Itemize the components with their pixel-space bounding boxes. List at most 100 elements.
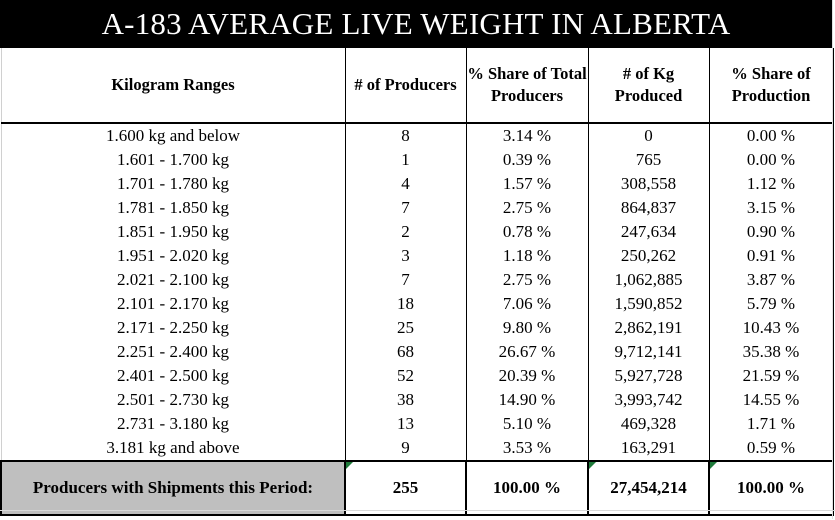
cell-share-producers[interactable]: 9.80 % [465, 316, 589, 340]
table-row: 1.951 - 2.020 kg 3 1.18 % 250,262 0.91 % [0, 244, 834, 268]
cell-kg[interactable]: 250,262 [587, 244, 710, 268]
cell-range[interactable]: 1.701 - 1.780 kg [0, 172, 346, 196]
cell-producers[interactable]: 7 [344, 196, 467, 220]
table-row: 2.021 - 2.100 kg 7 2.75 % 1,062,885 3.87 % [0, 268, 834, 292]
cell-share-production[interactable]: 35.38 % [708, 340, 834, 364]
cell-producers[interactable]: 8 [344, 123, 467, 148]
cell-producers[interactable]: 4 [344, 172, 467, 196]
cell-kg[interactable]: 1,590,852 [587, 292, 710, 316]
cell-producers[interactable]: 7 [344, 268, 467, 292]
totals-share-production[interactable]: 100.00 % [708, 460, 834, 516]
cell-producers[interactable]: 1 [344, 148, 467, 172]
table-row: 2.171 - 2.250 kg 25 9.80 % 2,862,191 10.43 % [0, 316, 834, 340]
grid-line [832, 0, 833, 519]
header-share-production[interactable]: % Share of Production [708, 48, 834, 124]
cell-share-producers[interactable]: 0.39 % [465, 148, 589, 172]
cell-share-production[interactable]: 1.71 % [708, 412, 834, 436]
header-share-producers[interactable]: % Share of Total Producers [465, 48, 589, 124]
next-row-strip [0, 510, 835, 520]
cell-share-producers[interactable]: 20.39 % [465, 364, 589, 388]
cell-share-producers[interactable]: 2.75 % [465, 196, 589, 220]
table-row: 2.401 - 2.500 kg 52 20.39 % 5,927,728 21.59 … [0, 364, 834, 388]
cell-share-production[interactable]: 0.91 % [708, 244, 834, 268]
cell-share-production[interactable]: 14.55 % [708, 388, 834, 412]
cell-kg[interactable]: 469,328 [587, 412, 710, 436]
cell-range[interactable]: 2.251 - 2.400 kg [0, 340, 346, 364]
cell-share-production[interactable]: 3.15 % [708, 196, 834, 220]
cell-share-production[interactable]: 0.00 % [708, 123, 834, 148]
cell-range[interactable]: 3.181 kg and above [0, 436, 346, 462]
cell-range[interactable]: 2.101 - 2.170 kg [0, 292, 346, 316]
report-title: A-183 AVERAGE LIVE WEIGHT IN ALBERTA [0, 0, 832, 48]
cell-producers[interactable]: 68 [344, 340, 467, 364]
cell-range[interactable]: 1.851 - 1.950 kg [0, 220, 346, 244]
cell-share-producers[interactable]: 14.90 % [465, 388, 589, 412]
table-row: 2.251 - 2.400 kg 68 26.67 % 9,712,141 35.38 … [0, 340, 834, 364]
cell-kg[interactable]: 765 [587, 148, 710, 172]
header-producers[interactable]: # of Producers [344, 48, 467, 124]
cell-range[interactable]: 2.021 - 2.100 kg [0, 268, 346, 292]
cell-producers[interactable]: 25 [344, 316, 467, 340]
totals-label[interactable]: Producers with Shipments this Period: [0, 460, 346, 516]
cell-range[interactable]: 1.951 - 2.020 kg [0, 244, 346, 268]
header-kilogram-ranges[interactable]: Kilogram Ranges [0, 48, 346, 124]
cell-kg[interactable]: 2,862,191 [587, 316, 710, 340]
table-row: 2.501 - 2.730 kg 38 14.90 % 3,993,742 14.55 … [0, 388, 834, 412]
cell-kg[interactable]: 864,837 [587, 196, 710, 220]
cell-kg[interactable]: 308,558 [587, 172, 710, 196]
table-row: 1.851 - 1.950 kg 2 0.78 % 247,634 0.90 % [0, 220, 834, 244]
table-row: 1.601 - 1.700 kg 1 0.39 % 765 0.00 % [0, 148, 834, 172]
cell-producers[interactable]: 2 [344, 220, 467, 244]
cell-share-producers[interactable]: 7.06 % [465, 292, 589, 316]
table-totals: Producers with Shipments this Period: 25… [0, 460, 834, 516]
cell-share-producers[interactable]: 1.18 % [465, 244, 589, 268]
cell-share-production[interactable]: 21.59 % [708, 364, 834, 388]
cell-share-producers[interactable]: 3.14 % [465, 123, 589, 148]
table-row: 1.701 - 1.780 kg 4 1.57 % 308,558 1.12 % [0, 172, 834, 196]
cell-share-production[interactable]: 0.90 % [708, 220, 834, 244]
cell-share-production[interactable]: 3.87 % [708, 268, 834, 292]
totals-producers[interactable]: 255 [344, 460, 467, 516]
cell-range[interactable]: 1.600 kg and below [0, 123, 346, 148]
cell-kg[interactable]: 0 [587, 123, 710, 148]
cell-producers[interactable]: 38 [344, 388, 467, 412]
cell-share-production[interactable]: 5.79 % [708, 292, 834, 316]
cell-share-producers[interactable]: 1.57 % [465, 172, 589, 196]
header-kg-produced[interactable]: # of Kg Produced [587, 48, 710, 124]
table-row: 1.781 - 1.850 kg 7 2.75 % 864,837 3.15 % [0, 196, 834, 220]
cell-producers[interactable]: 13 [344, 412, 467, 436]
cell-share-producers[interactable]: 5.10 % [465, 412, 589, 436]
cell-share-production[interactable]: 0.00 % [708, 148, 834, 172]
cell-share-production[interactable]: 10.43 % [708, 316, 834, 340]
cell-kg[interactable]: 9,712,141 [587, 340, 710, 364]
cell-range[interactable]: 1.781 - 1.850 kg [0, 196, 346, 220]
totals-share-producers[interactable]: 100.00 % [465, 460, 589, 516]
cell-share-producers[interactable]: 3.53 % [465, 436, 589, 462]
cell-error-marker [711, 463, 717, 469]
cell-producers[interactable]: 18 [344, 292, 467, 316]
totals-kg[interactable]: 27,454,214 [587, 460, 710, 516]
table-row: 1.600 kg and below 8 3.14 % 0 0.00 % [0, 123, 834, 148]
table-row: 2.731 - 3.180 kg 13 5.10 % 469,328 1.71 % [0, 412, 834, 436]
cell-share-production[interactable]: 0.59 % [708, 436, 834, 462]
cell-producers[interactable]: 52 [344, 364, 467, 388]
cell-share-production[interactable]: 1.12 % [708, 172, 834, 196]
cell-range[interactable]: 2.731 - 3.180 kg [0, 412, 346, 436]
cell-share-producers[interactable]: 26.67 % [465, 340, 589, 364]
cell-range[interactable]: 2.501 - 2.730 kg [0, 388, 346, 412]
cell-producers[interactable]: 3 [344, 244, 467, 268]
cell-range[interactable]: 1.601 - 1.700 kg [0, 148, 346, 172]
cell-kg[interactable]: 1,062,885 [587, 268, 710, 292]
cell-producers[interactable]: 9 [344, 436, 467, 462]
cell-kg[interactable]: 163,291 [587, 436, 710, 462]
cell-range[interactable]: 2.401 - 2.500 kg [0, 364, 346, 388]
cell-kg[interactable]: 3,993,742 [587, 388, 710, 412]
cell-kg[interactable]: 5,927,728 [587, 364, 710, 388]
cell-range[interactable]: 2.171 - 2.250 kg [0, 316, 346, 340]
cell-kg[interactable]: 247,634 [587, 220, 710, 244]
cell-error-marker [590, 463, 596, 469]
cell-share-producers[interactable]: 0.78 % [465, 220, 589, 244]
cell-share-producers[interactable]: 2.75 % [465, 268, 589, 292]
table-row: 2.101 - 2.170 kg 18 7.06 % 1,590,852 5.79 % [0, 292, 834, 316]
